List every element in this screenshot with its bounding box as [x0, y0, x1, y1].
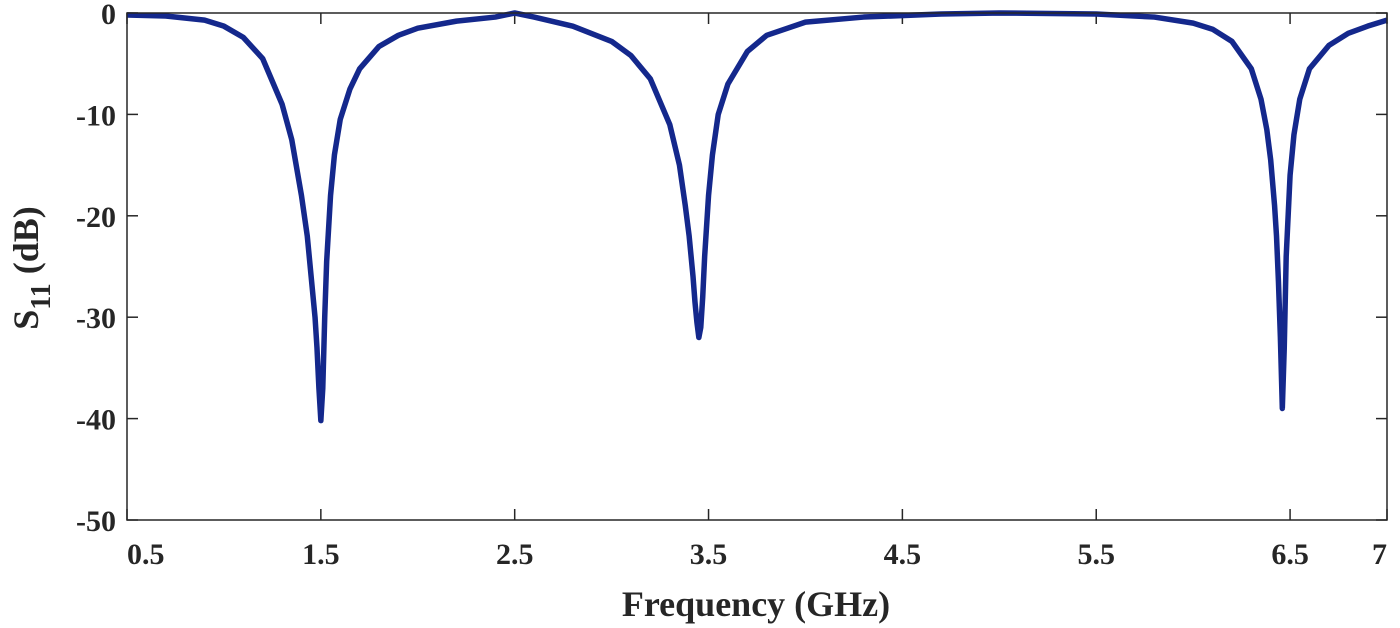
plot-area: [126, 10, 1388, 424]
plot-frame: [126, 12, 1388, 521]
y-axis-ticks: [127, 12, 1387, 521]
x-tick-label: 7: [1372, 538, 1387, 571]
x-tick-label: 5.5: [1077, 538, 1115, 571]
x-tick-label: 1.5: [302, 538, 340, 571]
y-tick-label: -40: [76, 404, 116, 437]
x-axis-ticks: [126, 13, 1388, 520]
x-tick-label: 4.5: [884, 538, 922, 571]
y-axis-label-subscript: 11: [26, 283, 57, 309]
y-tick-label: 0: [101, 0, 116, 31]
x-axis-label: Frequency (GHz): [622, 584, 890, 624]
y-axis-label: S11 (dB): [6, 206, 57, 330]
y-tick-label: -50: [76, 505, 116, 538]
series-line-s11: [126, 10, 1388, 424]
y-axis-label-unit: (dB): [6, 206, 46, 283]
x-tick-label: 3.5: [690, 538, 728, 571]
y-tick-label: -20: [76, 201, 116, 234]
y-axis-label-main: S: [6, 310, 46, 330]
y-tick-label: -10: [76, 99, 116, 132]
x-tick-label: 6.5: [1271, 538, 1309, 571]
x-tick-label: 2.5: [496, 538, 534, 571]
y-tick-labels: 0 -10 -20 -30 -40 -50: [76, 0, 116, 538]
y-tick-label: -30: [76, 302, 116, 335]
x-tick-labels: 0.5 1.5 2.5 3.5 4.5 5.5 6.5 7: [127, 538, 1387, 571]
x-tick-label: 0.5: [127, 538, 165, 571]
